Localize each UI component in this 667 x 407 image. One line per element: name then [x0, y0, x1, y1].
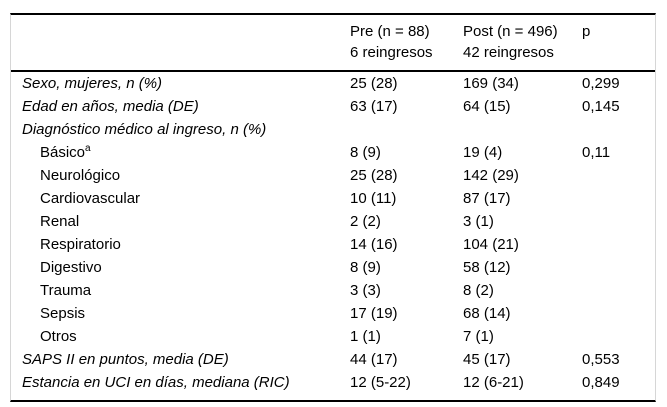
- header-pre-column: Pre (n = 88) 6 reingresos: [350, 15, 463, 72]
- cell-post: 8 (2): [463, 282, 494, 299]
- row-label-text: Otros: [40, 328, 77, 345]
- cell-p: [582, 302, 655, 325]
- cell-post: 12 (6-21): [463, 374, 524, 391]
- cell-post: 87 (17): [463, 190, 511, 207]
- row-label: Trauma: [11, 279, 350, 302]
- row-label-text: Sepsis: [40, 305, 86, 322]
- cell-pre: 12 (5-22): [350, 374, 411, 391]
- row-label: Respiratorio: [11, 233, 350, 256]
- table-row: Básicoa 8 (9) 19 (4) 0,11: [11, 141, 655, 164]
- header-pre-line2: 6 reingresos: [350, 44, 433, 61]
- cell-p: 0,11: [582, 144, 611, 161]
- cell-pre: 1 (1): [350, 328, 381, 345]
- table-row: Cardiovascular 10 (11) 87 (17): [11, 187, 655, 210]
- row-label: Sepsis: [11, 302, 350, 325]
- row-label-text: Básico: [40, 144, 86, 161]
- table-row: Digestivo 8 (9) 58 (12): [11, 256, 655, 279]
- row-label-text: Neurológico: [40, 167, 121, 184]
- header-row: Pre (n = 88) 6 reingresos Post (n = 496)…: [11, 15, 655, 72]
- table-row: Edad en años, media (DE) 63 (17) 64 (15) 0,…: [11, 95, 655, 118]
- table-row: Respiratorio 14 (16) 104 (21): [11, 233, 655, 256]
- cell-p: [582, 187, 655, 210]
- table-row: Neurológico 25 (28) 142 (29): [11, 164, 655, 187]
- header-pre-line1: Pre (n = 88): [350, 23, 430, 40]
- header-label-column: [11, 15, 350, 72]
- cell-p: 0,849: [582, 374, 620, 391]
- row-label-text: SAPS II en puntos, media (DE): [22, 351, 229, 368]
- table-row: Sexo, mujeres, n (%) 25 (28) 169 (34) 0,299: [11, 71, 655, 95]
- cell-pre: 44 (17): [350, 351, 398, 368]
- cell-post: 3 (1): [463, 213, 494, 230]
- cell-post: 142 (29): [463, 167, 519, 184]
- header-p-column: p: [582, 15, 655, 72]
- table-row: Diagnóstico médico al ingreso, n (%): [11, 118, 655, 141]
- cell-p: 0,553: [582, 351, 620, 368]
- cell-pre: [350, 118, 463, 141]
- row-label: Renal: [11, 210, 350, 233]
- cell-post: 45 (17): [463, 351, 511, 368]
- cell-pre: 17 (19): [350, 305, 398, 322]
- row-label-text: Estancia en UCI en días, mediana (RIC): [22, 374, 290, 391]
- stats-table-container: Pre (n = 88) 6 reingresos Post (n = 496)…: [10, 13, 656, 402]
- row-label: Básicoa: [11, 141, 350, 164]
- cell-post: 19 (4): [463, 144, 503, 161]
- row-label: Estancia en UCI en días, mediana (RIC): [11, 371, 350, 394]
- table-row: Estancia en UCI en días, mediana (RIC) 12…: [11, 371, 655, 394]
- cell-post: 169 (34): [463, 75, 519, 92]
- cell-pre: 2 (2): [350, 213, 381, 230]
- cell-pre: 25 (28): [350, 167, 398, 184]
- table-row: Sepsis 17 (19) 68 (14): [11, 302, 655, 325]
- cell-p: [582, 256, 655, 279]
- row-label: Neurológico: [11, 164, 350, 187]
- table-body: Sexo, mujeres, n (%) 25 (28) 169 (34) 0,299…: [11, 71, 655, 394]
- row-label-text: Sexo, mujeres, n (%): [22, 75, 163, 92]
- cell-pre: 3 (3): [350, 282, 381, 299]
- footnote-marker: a: [85, 143, 91, 154]
- row-label-text: Digestivo: [40, 259, 102, 276]
- cell-pre: 8 (9): [350, 144, 381, 161]
- row-label: Cardiovascular: [11, 187, 350, 210]
- cell-p: [582, 279, 655, 302]
- row-label-text: Renal: [40, 213, 80, 230]
- row-label-text: Respiratorio: [40, 236, 121, 253]
- cell-post: 64 (15): [463, 98, 511, 115]
- cell-p: [582, 118, 655, 141]
- stats-table: Pre (n = 88) 6 reingresos Post (n = 496)…: [11, 15, 655, 394]
- table-row: Otros 1 (1) 7 (1): [11, 325, 655, 348]
- row-label: SAPS II en puntos, media (DE): [11, 348, 350, 371]
- cell-p: [582, 164, 655, 187]
- header-post-line1: Post (n = 496): [463, 23, 558, 40]
- table-row: Trauma 3 (3) 8 (2): [11, 279, 655, 302]
- cell-p: 0,299: [582, 75, 620, 92]
- row-label: Diagnóstico médico al ingreso, n (%): [11, 118, 350, 141]
- row-label-text: Cardiovascular: [40, 190, 141, 207]
- table-header: Pre (n = 88) 6 reingresos Post (n = 496)…: [11, 15, 655, 72]
- cell-pre: 14 (16): [350, 236, 398, 253]
- cell-p: 0,145: [582, 98, 620, 115]
- header-post-column: Post (n = 496) 42 reingresos: [463, 15, 582, 72]
- cell-post: [463, 118, 582, 141]
- row-label: Otros: [11, 325, 350, 348]
- cell-post: 104 (21): [463, 236, 519, 253]
- cell-post: 58 (12): [463, 259, 511, 276]
- table-row: SAPS II en puntos, media (DE) 44 (17) 45 (…: [11, 348, 655, 371]
- row-label: Edad en años, media (DE): [11, 95, 350, 118]
- table-row: Renal 2 (2) 3 (1): [11, 210, 655, 233]
- row-label-text: Diagnóstico médico al ingreso, n (%): [22, 121, 267, 138]
- cell-p: [582, 233, 655, 256]
- cell-post: 68 (14): [463, 305, 511, 322]
- cell-p: [582, 325, 655, 348]
- cell-pre: 25 (28): [350, 75, 398, 92]
- header-post-line2: 42 reingresos: [463, 44, 554, 61]
- row-label-text: Edad en años, media (DE): [22, 98, 199, 115]
- row-label-text: Trauma: [40, 282, 92, 299]
- cell-pre: 63 (17): [350, 98, 398, 115]
- cell-post: 7 (1): [463, 328, 494, 345]
- cell-pre: 10 (11): [350, 190, 397, 207]
- row-label: Digestivo: [11, 256, 350, 279]
- row-label: Sexo, mujeres, n (%): [11, 71, 350, 95]
- cell-p: [582, 210, 655, 233]
- cell-pre: 8 (9): [350, 259, 381, 276]
